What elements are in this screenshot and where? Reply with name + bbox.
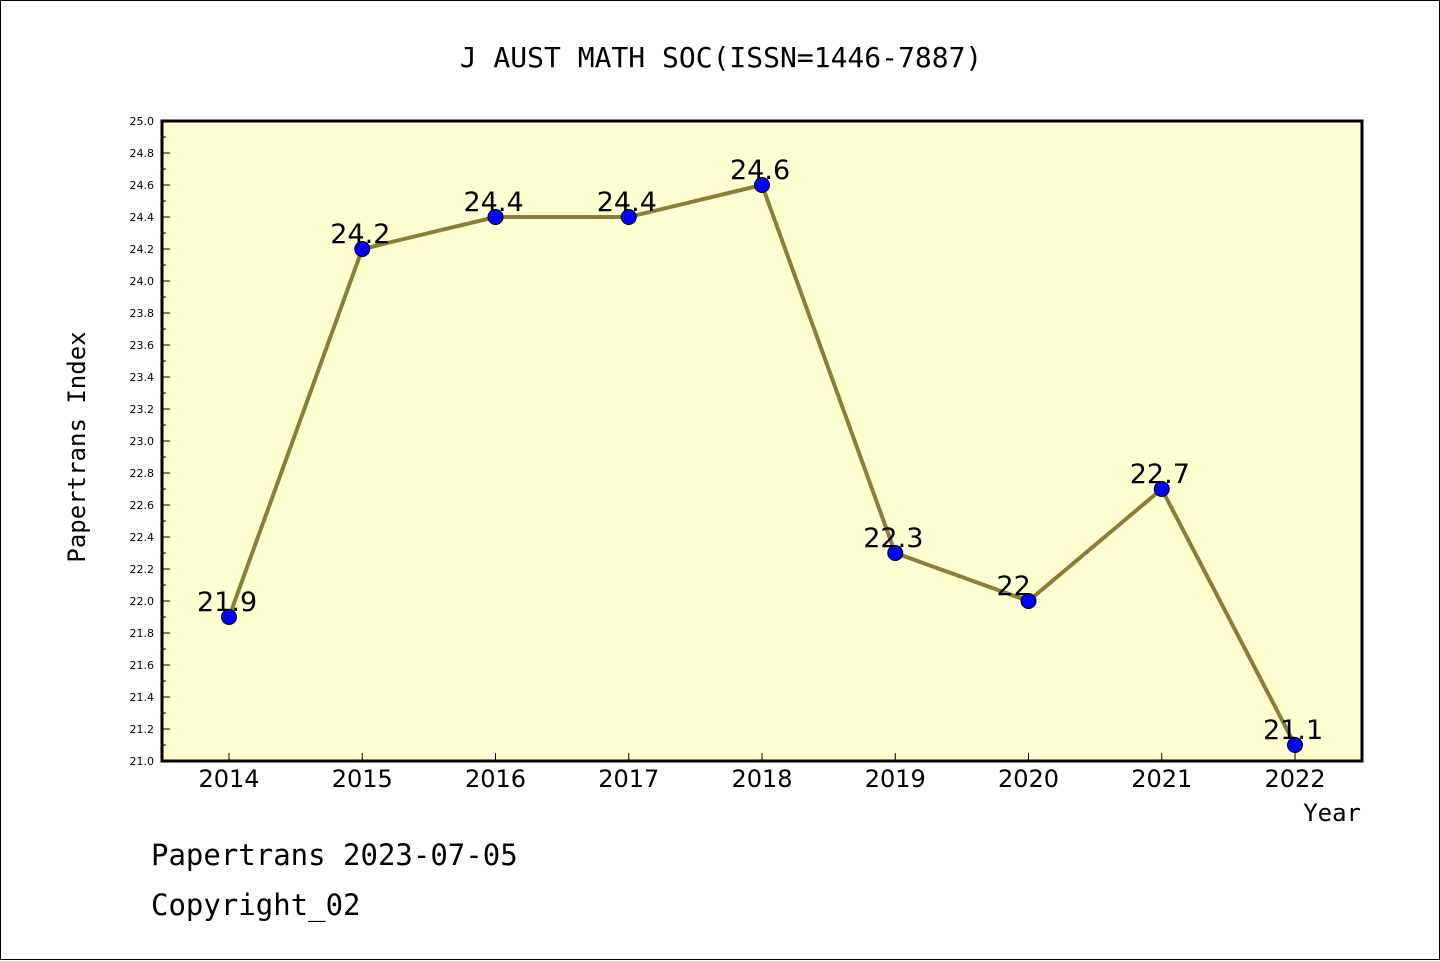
y-tick-label: 22.6	[130, 499, 155, 512]
y-tick-label: 21.4	[130, 691, 155, 704]
x-tick-label: 2020	[998, 765, 1059, 793]
y-tick-label: 23.4	[130, 371, 155, 384]
data-point	[1287, 737, 1303, 753]
data-labels-group: 21.9 24.2 24.4 24.4 24.6 22.3 22 22.7 21.1	[197, 155, 1323, 746]
y-tick-label: 22.2	[130, 563, 155, 576]
y-tick-label: 24.6	[130, 179, 155, 192]
y-tick-label: 23.0	[130, 435, 155, 448]
data-label: 21.9	[197, 587, 257, 618]
data-label: 22.3	[863, 523, 923, 554]
y-tick-label: 22.0	[130, 595, 155, 608]
data-point	[620, 209, 637, 225]
data-label: 24.4	[597, 187, 657, 218]
x-tick-label: 2015	[332, 765, 393, 793]
data-point	[1020, 593, 1037, 609]
data-point	[754, 177, 770, 193]
data-label: 24.4	[464, 187, 524, 218]
y-tick-label: 24.4	[130, 211, 155, 224]
plot-area	[160, 119, 1364, 763]
y-axis-ticks: 21.0 21.2 21.4 21.6 21.8 22.0 22.2 22.4 22.6 22.8…	[130, 115, 170, 768]
y-tick-label: 21.2	[130, 723, 155, 736]
y-tick-label: 21.6	[130, 659, 155, 672]
y-axis-label: Papertrans Index	[63, 331, 91, 562]
y-tick-label: 24.2	[130, 243, 155, 256]
y-tick-label: 21.8	[130, 627, 155, 640]
data-point	[887, 545, 904, 561]
footer-date-line: Papertrans 2023-07-05	[151, 838, 518, 872]
x-tick-label: 2014	[198, 765, 259, 793]
x-axis-label: Year	[1303, 799, 1361, 827]
y-tick-label: 24.8	[130, 147, 155, 160]
data-label: 21.1	[1263, 715, 1323, 746]
chart-title: J AUST MATH SOC(ISSN=1446-7887)	[460, 41, 983, 74]
y-tick-label: 23.2	[130, 403, 155, 416]
footer-copyright-line: Copyright_02	[151, 888, 361, 923]
x-axis-ticks: 2014 2015 2016 2017 2018 2019 2020 2021 2022	[198, 753, 1326, 793]
y-tick-label: 22.8	[130, 467, 155, 480]
data-point	[221, 609, 237, 625]
data-point	[1153, 481, 1170, 497]
y-tick-label: 23.6	[130, 339, 155, 352]
x-tick-label: 2022	[1264, 765, 1325, 793]
x-tick-label: 2021	[1131, 765, 1192, 793]
y-tick-label: 24.0	[130, 275, 155, 288]
x-tick-label: 2016	[465, 765, 526, 793]
y-tick-label: 21.0	[130, 755, 155, 768]
data-label: 22.7	[1130, 459, 1190, 490]
series-line-group	[221, 177, 1303, 753]
data-point	[354, 241, 371, 257]
data-label: 24.2	[330, 219, 390, 250]
y-tick-label: 23.8	[130, 307, 155, 320]
y-tick-label: 25.0	[130, 115, 155, 128]
x-tick-label: 2019	[865, 765, 926, 793]
data-point	[487, 209, 504, 225]
data-label: 22	[997, 571, 1031, 602]
x-tick-label: 2017	[598, 765, 659, 793]
y-tick-label: 22.4	[130, 531, 155, 544]
data-label: 24.6	[730, 155, 790, 186]
x-tick-label: 2018	[731, 765, 792, 793]
